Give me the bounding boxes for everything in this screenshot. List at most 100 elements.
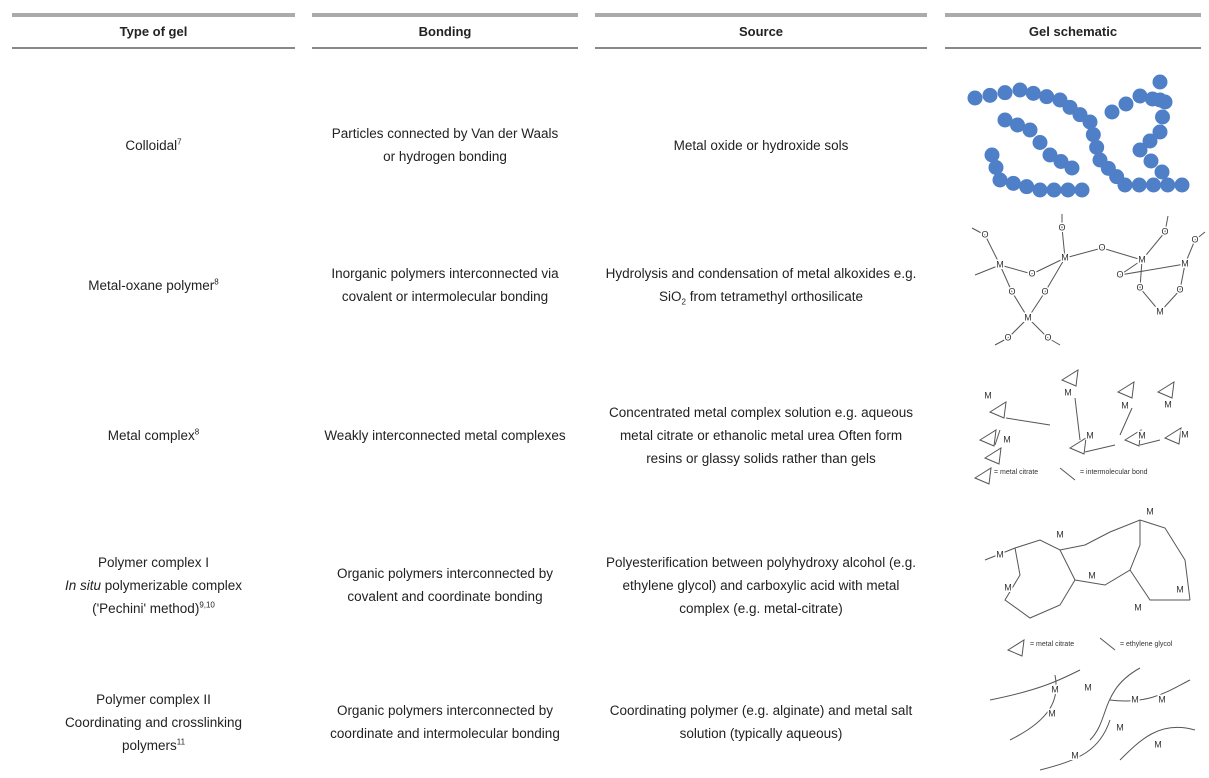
particle: [1152, 74, 1168, 90]
bond-line: [984, 234, 1001, 266]
source-cell: Hydrolysis and condensation of metal alk…: [603, 210, 919, 360]
type-cell: Metal-oxane polymer8: [12, 210, 295, 360]
bond-line: [1074, 397, 1081, 441]
type-line: Coordinating and crosslinking: [65, 711, 242, 734]
bond-line: [1061, 227, 1066, 259]
atom-label: O: [1116, 269, 1123, 279]
particle: [1053, 154, 1069, 169]
particle: [1174, 177, 1190, 193]
bond-line: [1027, 291, 1046, 319]
header-rule-top: [595, 13, 927, 17]
particle: [1132, 142, 1148, 158]
type-line: In situ polymerizable complex: [65, 574, 242, 597]
bond-line: [994, 429, 1001, 446]
bond-line: [1101, 247, 1143, 261]
particle: [997, 85, 1013, 101]
bond-line: [1027, 317, 1049, 339]
particle: [1032, 182, 1048, 198]
text-segment: Hydrolysis and condensation of metal alk…: [605, 266, 917, 304]
bond-line: [1119, 263, 1186, 276]
citrate-triangle: [988, 401, 1007, 419]
header-cell: Gel schematic: [1028, 24, 1118, 39]
text-segment: 7: [177, 137, 182, 146]
header-cell: Bonding: [418, 24, 472, 39]
particle: [1118, 96, 1134, 112]
bond-line: [1139, 287, 1161, 313]
text-segment: In situ: [64, 577, 101, 593]
atom-label: M: [1138, 254, 1146, 264]
bonding-cell: Organic polymers interconnected by coord…: [330, 703, 560, 741]
source-cell: Concentrated metal complex solution e.g.…: [603, 362, 919, 508]
particle: [1019, 179, 1035, 195]
particle: [1146, 177, 1161, 193]
atom-label: M: [1134, 602, 1142, 612]
text-segment: Coordinating and crosslinking: [64, 714, 243, 730]
atom-label: M: [1164, 399, 1172, 409]
polymer-chain: [1129, 569, 1190, 601]
particle: [1064, 160, 1080, 176]
particle: [1085, 127, 1101, 143]
atom-label: M: [1084, 682, 1092, 692]
citrate-triangle: [1006, 639, 1025, 657]
header-rule-bottom: [312, 47, 578, 49]
bond-line: [1139, 439, 1161, 446]
atom-label: O: [1044, 332, 1051, 342]
bond-line: [1119, 407, 1133, 436]
particle: [1131, 177, 1147, 193]
particle: [1046, 182, 1062, 198]
type-line: Colloidal7: [125, 134, 181, 157]
particle: [1005, 175, 1021, 191]
atom-label: M: [1158, 694, 1166, 704]
bond-line: [1164, 215, 1169, 233]
atom-label: O: [1008, 286, 1015, 296]
source-text: Hydrolysis and condensation of metal alk…: [603, 262, 919, 308]
particle: [1142, 133, 1158, 149]
citrate-triangle: [1163, 427, 1182, 445]
atom-label: O: [981, 229, 988, 239]
bond-line: [974, 264, 1001, 276]
particle: [1074, 182, 1090, 198]
atom-label: M: [1064, 387, 1072, 397]
text-segment: Metal oxide or hydroxide sols: [673, 137, 849, 153]
type-cell: Colloidal7: [12, 85, 295, 205]
text-segment: 9,10: [199, 600, 215, 609]
source-text: Concentrated metal complex solution e.g.…: [603, 401, 919, 470]
bond-line: [1159, 289, 1181, 313]
bond-line: [1059, 467, 1076, 481]
citrate-triangle: [983, 447, 1002, 465]
source-cell: Coordinating polymer (e.g. alginate) and…: [603, 668, 919, 776]
atom-label: M: [1056, 529, 1064, 539]
bond-line: [999, 264, 1013, 293]
legend-text: = intermolecular bond: [1080, 469, 1148, 476]
bond-line: [1179, 263, 1186, 291]
citrate-triangle: [1156, 381, 1175, 399]
header-rule-top: [312, 13, 578, 17]
citrate-triangle: [978, 429, 997, 447]
bond-line: [1141, 231, 1166, 261]
header-rule-bottom: [595, 47, 927, 49]
atom-label: O: [1004, 332, 1011, 342]
atom-label: M: [1131, 694, 1139, 704]
particle: [982, 87, 998, 103]
legend-text: = metal citrate: [994, 469, 1038, 476]
text-segment: 11: [176, 737, 186, 746]
type-line: Polymer complex II: [96, 688, 211, 711]
atom-label: M: [1061, 252, 1069, 262]
bond-line: [1119, 259, 1143, 276]
type-line: Metal complex8: [108, 424, 200, 447]
bond-line: [1007, 317, 1029, 339]
bonding-cell: Inorganic polymers interconnected via co…: [331, 266, 559, 304]
particle: [1082, 114, 1098, 130]
source-cell: Polyesterification between polyhydroxy a…: [603, 505, 919, 665]
source-text: Metal oxide or hydroxide sols: [674, 134, 849, 157]
particle: [1060, 182, 1076, 198]
atom-label: O: [1191, 234, 1198, 244]
particle: [1104, 104, 1120, 120]
citrate-triangle: [1123, 429, 1142, 447]
particle: [997, 112, 1013, 128]
type-line: Polymer complex I: [98, 551, 209, 574]
particle: [1152, 124, 1168, 140]
bonding-cell: Organic polymers interconnected by coval…: [336, 566, 554, 604]
